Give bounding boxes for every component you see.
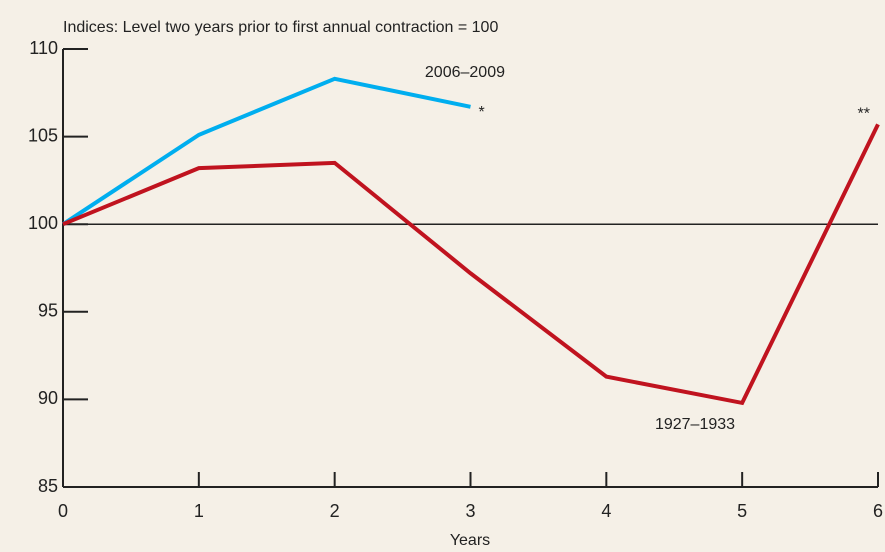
- x-tick-label: 1: [194, 501, 204, 521]
- series-line: [62, 123, 880, 406]
- chart-title: Indices: Level two years prior to first …: [63, 19, 498, 36]
- y-tick-label: 85: [38, 476, 58, 496]
- y-tick-label: 100: [28, 213, 58, 233]
- series-label: 2006–2009: [425, 64, 505, 81]
- x-tick-label: 5: [737, 501, 747, 521]
- y-tick-label: 90: [38, 388, 58, 408]
- x-tick-label: 2: [330, 501, 340, 521]
- y-tick-label: 110: [29, 38, 58, 58]
- x-tick-label: 6: [873, 501, 883, 521]
- series-note: **: [858, 106, 870, 123]
- x-axis-label: Years: [450, 532, 490, 549]
- y-tick-label: 95: [38, 301, 58, 321]
- series-line: [61, 76, 471, 226]
- series-label: 1927–1933: [655, 416, 735, 433]
- y-tick-label: 105: [28, 125, 58, 145]
- series-note: *: [479, 104, 485, 121]
- x-tick-label: 4: [601, 501, 611, 521]
- x-tick-label: 0: [58, 501, 68, 521]
- x-tick-label: 3: [465, 501, 475, 521]
